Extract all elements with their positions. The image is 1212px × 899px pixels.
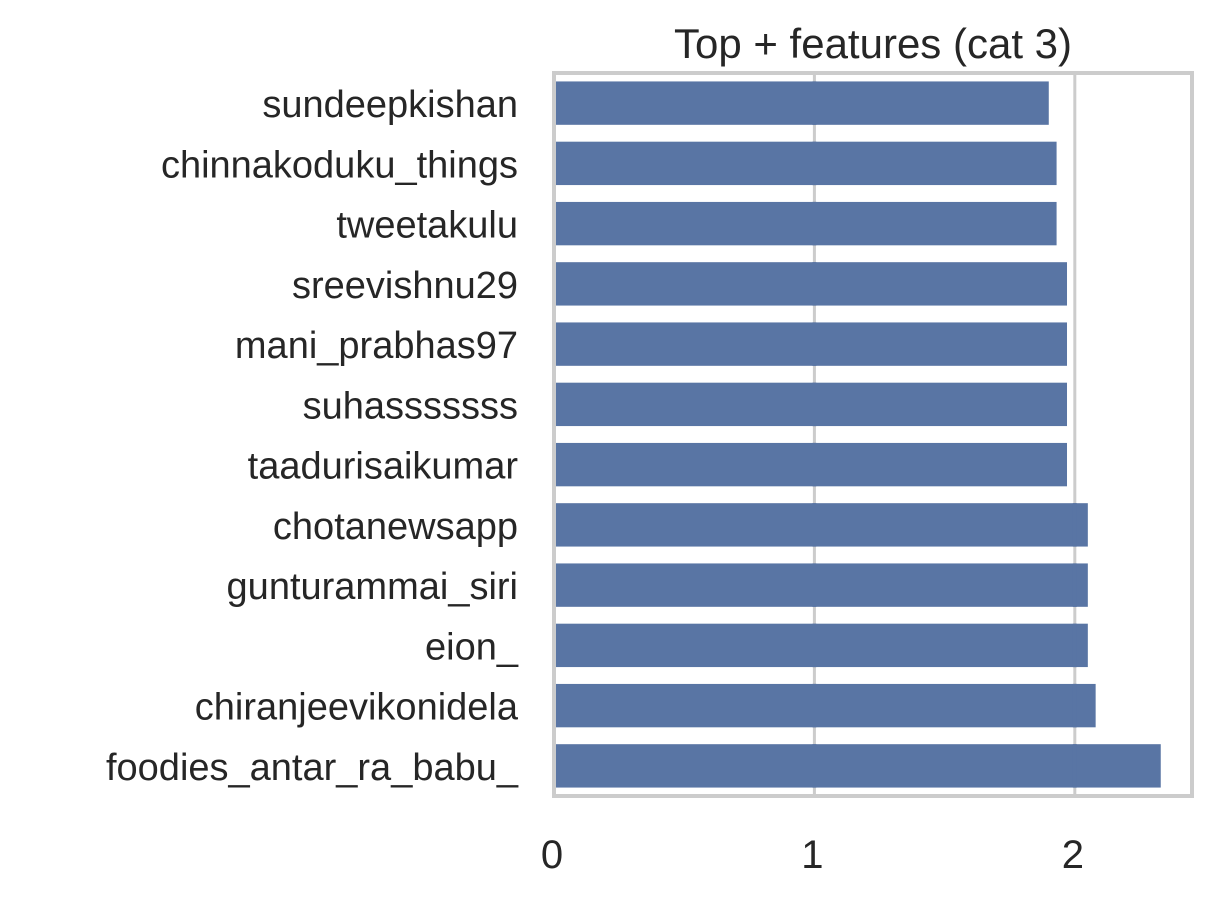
x-tick-label: 0 <box>541 833 563 877</box>
bar-mani_prabhas97 <box>554 322 1068 366</box>
y-tick-label: sreevishnu29 <box>292 265 518 307</box>
bar-sreevishnu29 <box>554 262 1068 306</box>
y-tick-labels: sundeepkishan chinnakoduku_things tweetaku… <box>106 84 519 789</box>
y-tick-label: chinnakoduku_things <box>161 144 518 186</box>
bar-tweetakulu <box>554 201 1057 246</box>
bar-eion_ <box>554 623 1088 668</box>
bar-chinnakoduku_things <box>554 141 1057 186</box>
y-tick-label: foodies_antar_ra_babu_ <box>106 747 519 789</box>
y-tick-label: eion_ <box>425 626 519 668</box>
bar-foodies_antar_ra_babu_ <box>554 744 1161 788</box>
bar-suhasssssss <box>554 382 1068 427</box>
bar-chotanewsapp <box>554 503 1088 547</box>
y-tick-label: chiranjeevikonidela <box>195 687 519 729</box>
chart-title: Top + features (cat 3) <box>674 20 1072 67</box>
bar-chiranjeevikonidela <box>554 683 1096 728</box>
plot-frame <box>552 71 1194 798</box>
x-tick-label: 1 <box>801 833 823 877</box>
y-tick-label: mani_prabhas97 <box>235 325 518 367</box>
bar-gunturammai_siri <box>554 563 1088 607</box>
y-tick-label: sundeepkishan <box>262 84 518 126</box>
bars <box>554 81 1161 788</box>
x-tick-label: 2 <box>1062 833 1084 877</box>
y-tick-label: gunturammai_siri <box>227 566 518 608</box>
bar-sundeepkishan <box>554 81 1049 125</box>
bar-taadurisaikumar <box>554 442 1068 487</box>
y-tick-label: chotanewsapp <box>273 506 518 548</box>
x-tick-labels: 0 1 2 <box>541 833 1084 877</box>
y-tick-label: taadurisaikumar <box>248 446 519 488</box>
y-tick-label: suhasssssss <box>303 385 518 427</box>
y-tick-label: tweetakulu <box>336 205 518 247</box>
plot-border <box>552 71 1194 798</box>
